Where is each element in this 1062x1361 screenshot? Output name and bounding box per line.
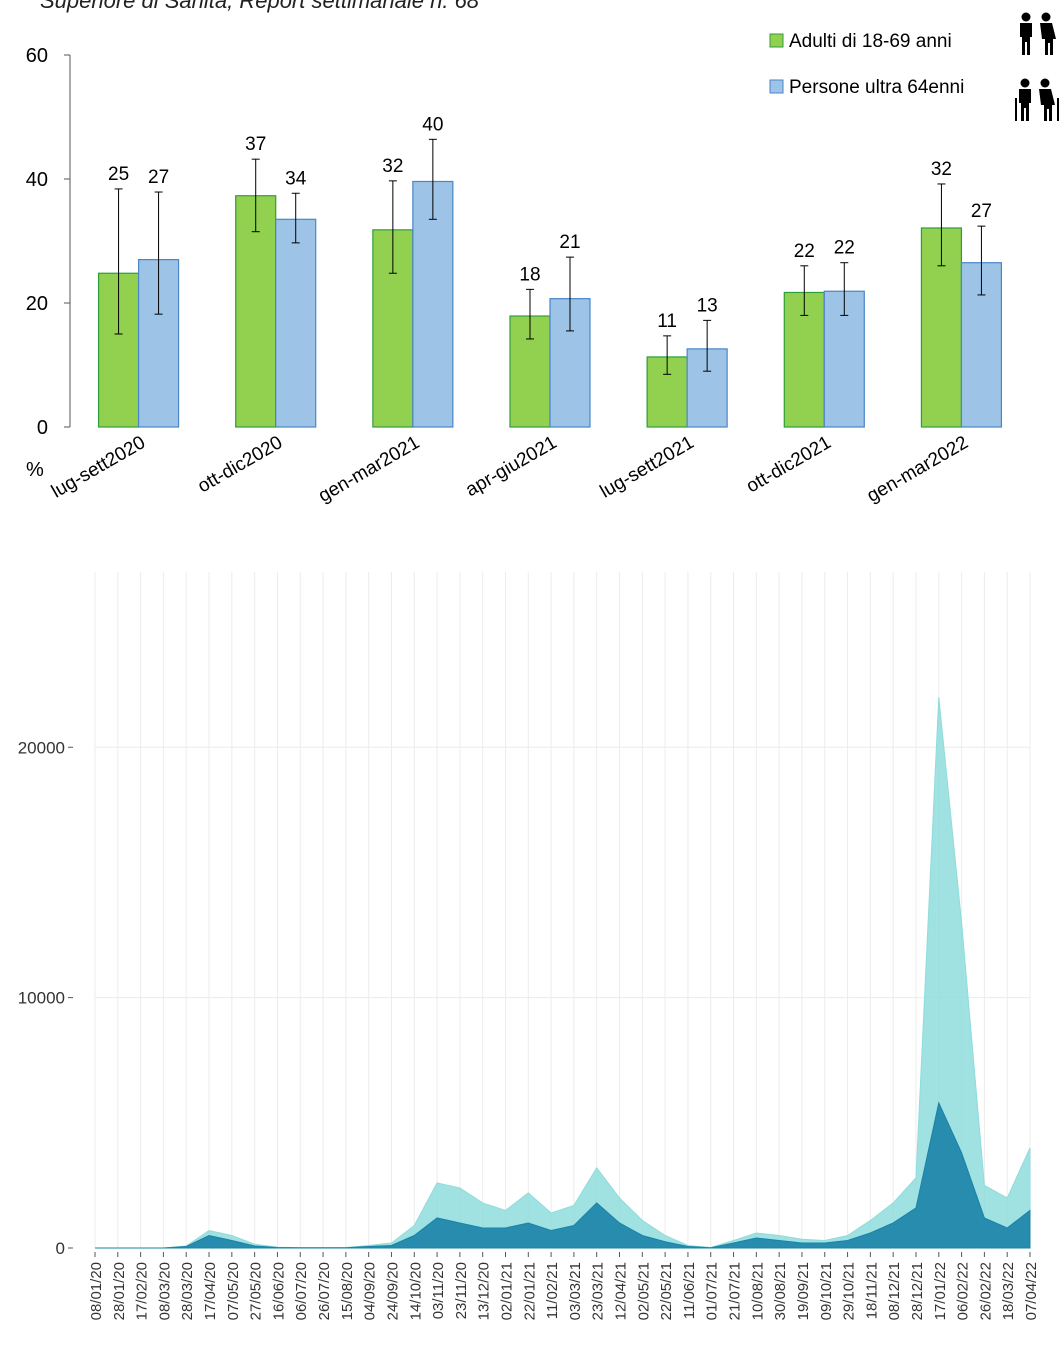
area-series-dark xyxy=(95,1101,1031,1249)
x-category-label: gen-mar2021 xyxy=(315,432,423,507)
x-tick-label: 28/01/20 xyxy=(111,1262,128,1320)
y-tick-label: 20 xyxy=(26,293,48,315)
figure-caption: Superiore di Sanità, Report settimanale … xyxy=(40,0,480,13)
x-tick-label: 08/12/21 xyxy=(886,1262,903,1320)
x-category-label: lug-sett2021 xyxy=(597,432,698,502)
data-label: 25 xyxy=(108,164,129,185)
bar-elderly xyxy=(275,218,317,428)
x-tick-label: 28/12/21 xyxy=(909,1262,926,1320)
x-tick-label: 22/01/21 xyxy=(521,1262,538,1320)
x-tick-label: 13/12/20 xyxy=(476,1262,493,1320)
area-chart: 0 10000 20000 08/01/20 28/01/20 17/02/20 08/0… xyxy=(18,572,1040,1320)
data-label: 34 xyxy=(285,168,307,189)
x-tick-label: 03/11/20 xyxy=(430,1262,447,1319)
x-tick-label: 18/11/21 xyxy=(863,1262,880,1319)
y-tick-label: 20000 xyxy=(18,738,65,757)
x-tick-label: 07/04/22 xyxy=(1023,1262,1040,1320)
bar-adults xyxy=(235,195,277,428)
y-tick-label: 0 xyxy=(37,417,48,439)
x-category-label: ott-dic2021 xyxy=(743,432,835,497)
x-tick-label: 03/03/21 xyxy=(567,1262,584,1320)
x-tick-label: 30/08/21 xyxy=(772,1262,789,1320)
x-tick-label: 10/08/21 xyxy=(749,1262,766,1320)
x-tick-label: 21/07/21 xyxy=(727,1262,744,1320)
data-label: 13 xyxy=(697,295,718,316)
x-tick-label: 18/03/22 xyxy=(1000,1262,1017,1320)
bar-elderly xyxy=(412,180,454,428)
y-tick-label: 40 xyxy=(26,169,48,191)
legend-label-elderly: Persone ultra 64enni xyxy=(789,77,964,98)
x-tick-label: 15/08/20 xyxy=(339,1262,356,1320)
legend: Adulti di 18-69 anni Persone ultra 64enn… xyxy=(769,12,1059,121)
y-tick-label: 60 xyxy=(26,45,48,67)
x-tick-label: 02/01/21 xyxy=(498,1262,515,1320)
x-category-label: gen-mar2022 xyxy=(864,432,972,507)
x-tick-label: 01/07/21 xyxy=(704,1262,721,1320)
legend-label-adults: Adulti di 18-69 anni xyxy=(789,31,952,52)
x-tick-label: 09/10/21 xyxy=(818,1262,835,1320)
x-tick-label: 04/09/20 xyxy=(362,1262,379,1320)
x-tick-label: 08/01/20 xyxy=(88,1262,105,1320)
data-label: 18 xyxy=(519,264,540,285)
data-label: 37 xyxy=(245,134,266,155)
x-tick-label: 16/06/20 xyxy=(270,1262,287,1320)
data-label: 32 xyxy=(382,156,403,177)
data-label: 11 xyxy=(657,311,677,332)
x-tick-label: 26/02/22 xyxy=(977,1262,994,1320)
x-tick-label: 12/04/21 xyxy=(613,1262,630,1320)
x-category-label: lug-sett2020 xyxy=(48,432,149,502)
x-tick-label: 26/07/20 xyxy=(316,1262,333,1320)
data-label: 21 xyxy=(559,232,580,253)
bar-chart: 0 20 40 60 % 25 27 37 34 32 40 18 21 11 13 22 22 32 27 l… xyxy=(26,12,1059,507)
x-tick-label: 17/02/20 xyxy=(134,1262,151,1320)
data-label: 22 xyxy=(794,241,815,262)
x-tick-label: 29/10/21 xyxy=(841,1262,858,1320)
elderly-couple-icon xyxy=(1015,78,1059,121)
x-tick-label: 19/09/21 xyxy=(795,1262,812,1320)
x-tick-label: 24/09/20 xyxy=(384,1262,401,1320)
x-tick-label: 17/01/22 xyxy=(932,1262,949,1320)
x-category-label: apr-giu2021 xyxy=(462,432,560,501)
x-tick-label: 02/05/21 xyxy=(635,1262,652,1320)
x-tick-label: 23/11/20 xyxy=(453,1262,470,1319)
data-label: 27 xyxy=(148,167,169,188)
data-label: 32 xyxy=(931,159,952,180)
x-tick-label: 08/03/20 xyxy=(156,1262,173,1320)
x-tick-label: 06/07/20 xyxy=(293,1262,310,1320)
x-tick-label: 07/05/20 xyxy=(225,1262,242,1320)
x-tick-label: 11/02/21 xyxy=(544,1262,561,1319)
legend-swatch-adults xyxy=(769,33,784,48)
y-tick-label: 0 xyxy=(56,1239,65,1258)
area-series-light xyxy=(95,697,1031,1249)
y-unit-label: % xyxy=(26,459,44,481)
x-tick-label: 23/03/21 xyxy=(590,1262,607,1320)
x-tick-label: 28/03/20 xyxy=(179,1262,196,1320)
y-tick-label: 10000 xyxy=(18,989,65,1008)
x-tick-label: 06/02/22 xyxy=(955,1262,972,1320)
x-category-label: ott-dic2020 xyxy=(194,432,286,497)
x-tick-label: 14/10/20 xyxy=(407,1262,424,1320)
x-tick-label: 22/05/21 xyxy=(658,1262,675,1320)
adults-couple-icon xyxy=(1020,12,1056,55)
data-label: 27 xyxy=(971,201,992,222)
x-tick-label: 27/05/20 xyxy=(248,1262,265,1320)
x-tick-label: 11/06/21 xyxy=(681,1262,698,1319)
data-label: 22 xyxy=(834,238,855,259)
legend-swatch-elderly xyxy=(769,79,784,94)
x-tick-label: 17/04/20 xyxy=(202,1262,219,1320)
data-label: 40 xyxy=(422,114,443,135)
